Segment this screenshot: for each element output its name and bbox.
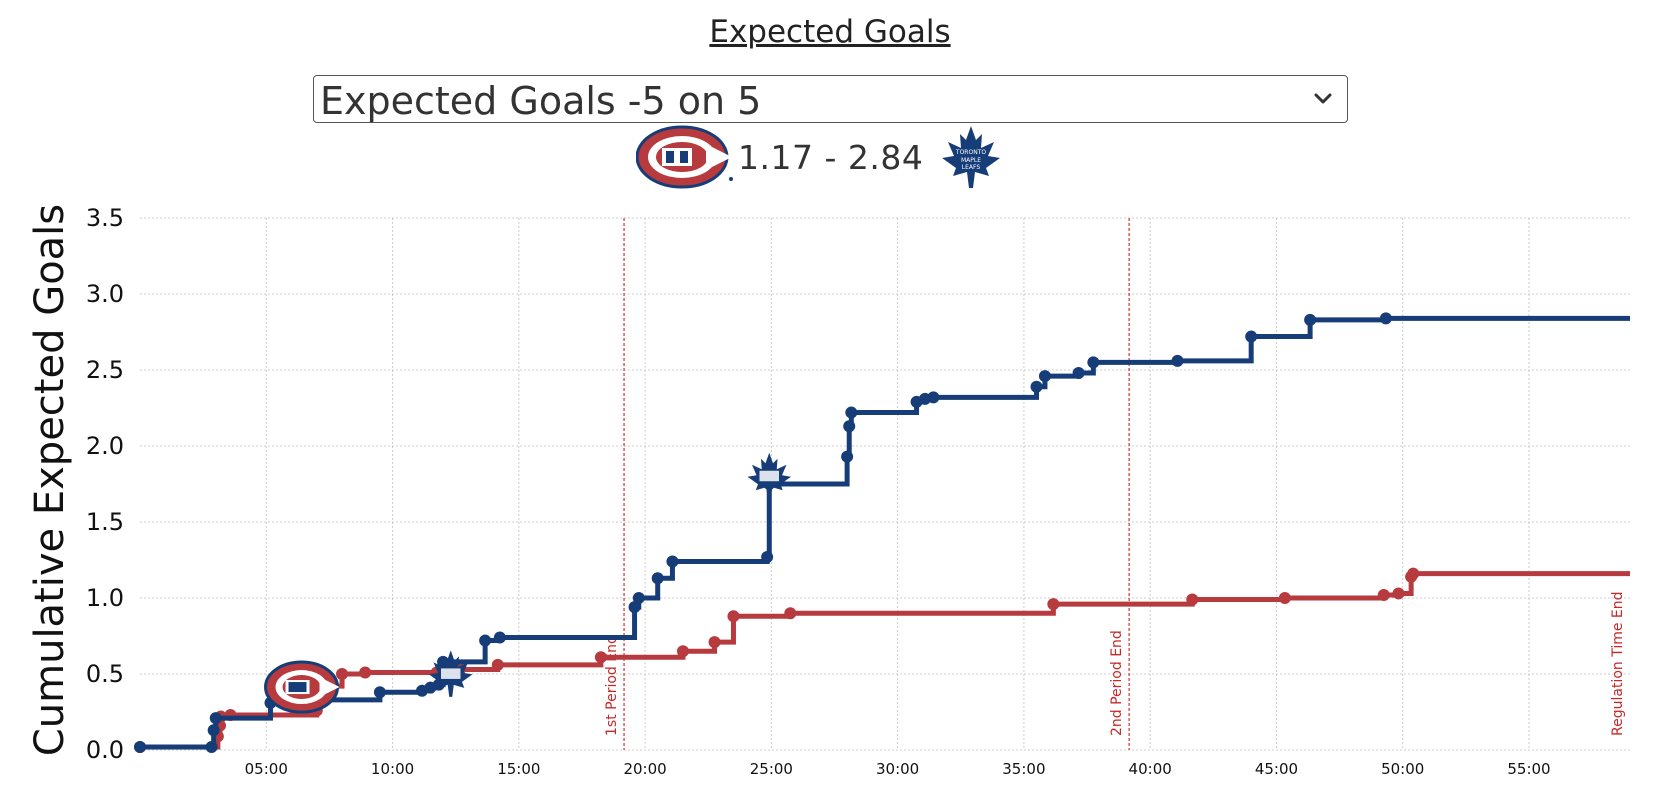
leafs-step-line	[140, 315, 1630, 750]
y-tick-label: 2.5	[86, 356, 124, 384]
svg-text:MAPLE: MAPLE	[961, 157, 981, 164]
metric-select[interactable]: Expected Goals -5 on 5	[313, 75, 1348, 123]
x-tick-label: 40:00	[1129, 760, 1172, 778]
score-row: 1.17 - 2.84 TORONTO MAPLE LEAFS	[0, 124, 1660, 192]
leafs-shot-point	[493, 631, 506, 644]
canadiens-shot-point	[1377, 588, 1390, 601]
x-tick-label: 55:00	[1507, 760, 1550, 778]
chevron-down-icon	[1314, 93, 1332, 104]
x-tick-label: 05:00	[245, 760, 288, 778]
canadiens-shot-point	[708, 636, 721, 649]
leafs-shot-point	[845, 406, 858, 419]
leafs-shot-point	[632, 592, 645, 604]
leafs-shot-point	[761, 550, 774, 563]
page-title: Expected Goals	[709, 14, 951, 50]
maple-leaf-logo-icon: TORONTO MAPLE LEAFS	[942, 126, 1000, 188]
x-tick-label: 50:00	[1381, 760, 1424, 778]
leafs-shot-point	[1304, 313, 1317, 326]
leafs-shot-point	[1072, 367, 1085, 380]
leafs-shot-point	[205, 740, 218, 753]
x-tick-label: 20:00	[623, 760, 666, 778]
svg-text:TORONTO: TORONTO	[955, 149, 986, 156]
y-tick-label: 1.5	[86, 508, 124, 536]
period-end-label: 1st Period End	[604, 635, 620, 736]
leafs-shot-point	[651, 572, 664, 585]
y-tick-label: 0.5	[86, 660, 124, 688]
canadiens-shot-point	[1278, 592, 1291, 604]
canadiens-logo-icon	[636, 125, 733, 189]
canadiens-step-line	[140, 571, 1630, 750]
y-tick-label: 0.0	[86, 736, 124, 764]
x-tick-label: 15:00	[497, 760, 540, 778]
canadiens-goal-marker-icon	[264, 660, 340, 714]
x-tick-label: 35:00	[1002, 760, 1045, 778]
leafs-shot-point	[1245, 330, 1258, 343]
leafs-shot-point	[1379, 312, 1392, 325]
leafs-shot-point	[134, 740, 146, 753]
canadiens-shot-point	[491, 658, 504, 671]
leafs-shot-point	[1038, 370, 1051, 383]
canadiens-shot-point	[676, 645, 689, 658]
canadiens-shot-point	[1407, 567, 1420, 580]
leafs-goal-marker-icon	[747, 452, 792, 500]
period-end-label: 2nd Period End	[1109, 630, 1125, 736]
leafs-shot-point	[479, 634, 492, 647]
leafs-shot-point	[373, 686, 386, 699]
y-tick-label: 3.0	[86, 280, 124, 308]
canadiens-shot-point	[1047, 598, 1060, 611]
leafs-shot-point	[1171, 354, 1184, 367]
leafs-shot-point	[843, 420, 856, 433]
svg-text:LEAFS: LEAFS	[962, 164, 981, 171]
leafs-shot-point	[666, 555, 679, 568]
leafs-shot-point	[209, 712, 222, 725]
leafs-shot-point	[1030, 380, 1043, 393]
metric-select-value: Expected Goals -5 on 5	[320, 79, 762, 123]
canadiens-shot-point	[359, 666, 372, 679]
leafs-shot-point	[207, 724, 220, 737]
score-text: 1.17 - 2.84	[738, 138, 924, 177]
canadiens-shot-point	[1392, 587, 1405, 600]
x-tick-label: 10:00	[371, 760, 414, 778]
x-tick-label: 25:00	[750, 760, 793, 778]
y-tick-label: 1.0	[86, 584, 124, 612]
y-tick-label: 3.5	[86, 204, 124, 232]
leafs-shot-point	[927, 391, 940, 404]
x-tick-label: 30:00	[876, 760, 919, 778]
canadiens-shot-point	[336, 668, 349, 680]
leafs-goal-marker-icon	[428, 650, 473, 697]
canadiens-shot-point	[784, 607, 797, 620]
canadiens-shot-point	[1186, 593, 1199, 606]
leafs-shot-point	[841, 450, 854, 463]
canadiens-shot-point	[727, 610, 740, 623]
x-tick-label: 45:00	[1255, 760, 1298, 778]
period-end-label: Regulation Time End	[1610, 591, 1626, 736]
leafs-shot-point	[1087, 356, 1100, 369]
y-tick-label: 2.0	[86, 432, 124, 460]
leafs-shot-point	[628, 601, 641, 614]
canadiens-shot-point	[594, 651, 607, 664]
